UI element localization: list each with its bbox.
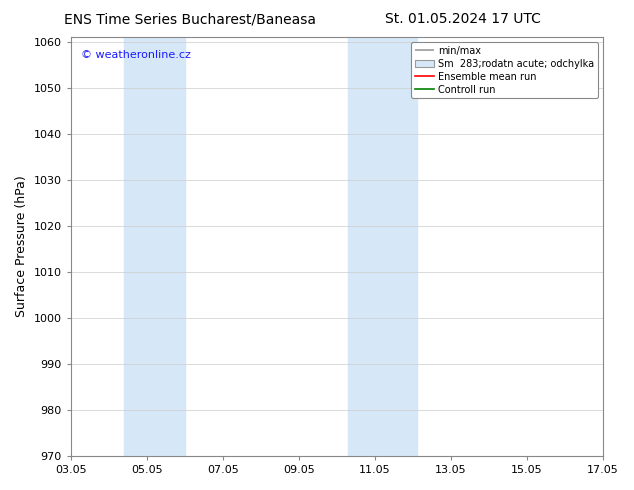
Bar (348, 37, 417, 456)
Text: St. 01.05.2024 17 UTC: St. 01.05.2024 17 UTC (385, 12, 541, 26)
Y-axis label: Surface Pressure (hPa): Surface Pressure (hPa) (15, 175, 28, 318)
Text: ENS Time Series Bucharest/Baneasa: ENS Time Series Bucharest/Baneasa (64, 12, 316, 26)
Legend: min/max, Sm  283;rodatn acute; odchylka, Ensemble mean run, Controll run: min/max, Sm 283;rodatn acute; odchylka, … (411, 42, 598, 98)
Bar (124, 37, 184, 456)
Text: © weatheronline.cz: © weatheronline.cz (81, 49, 191, 60)
